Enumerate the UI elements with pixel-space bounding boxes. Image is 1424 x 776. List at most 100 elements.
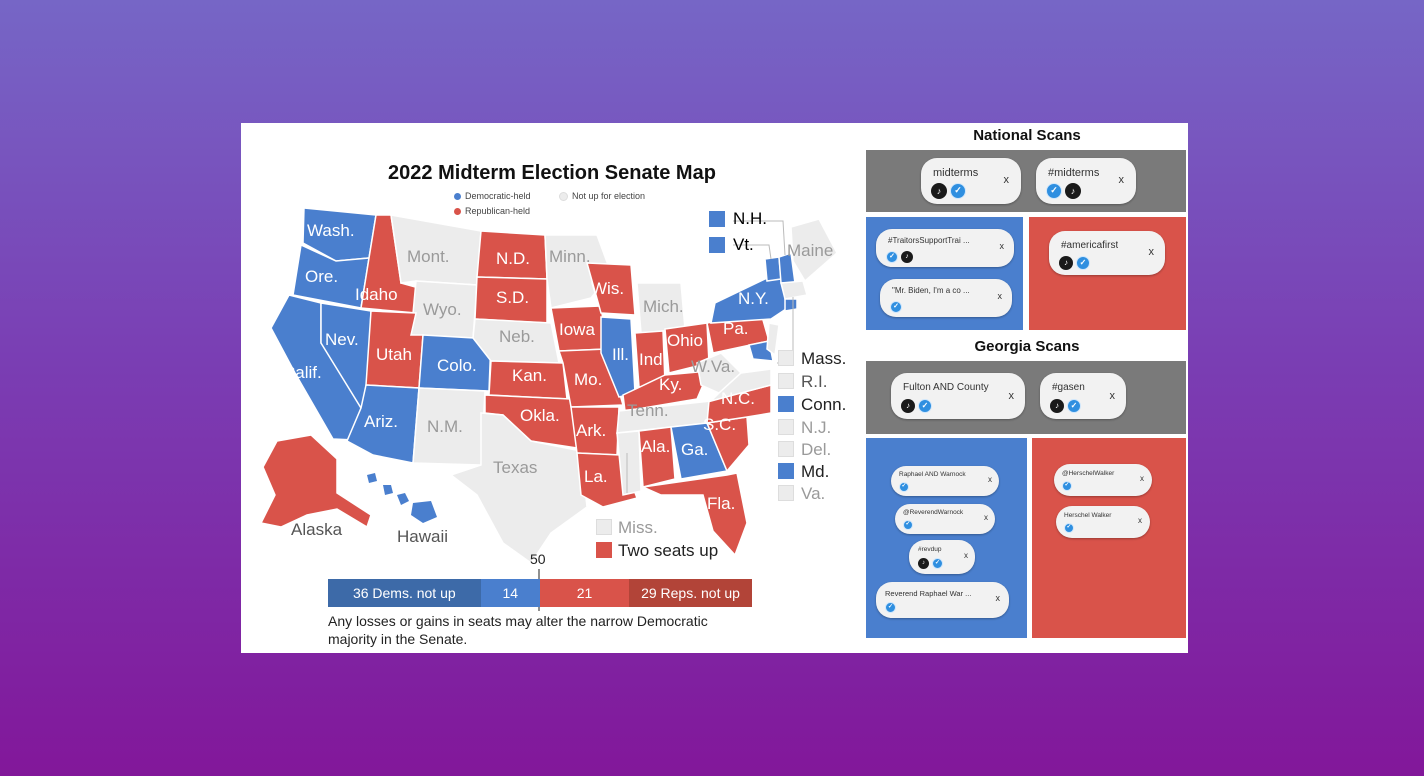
tiktok-icon: ♪ — [931, 183, 947, 199]
state-label-fla: Fla. — [707, 494, 736, 513]
state-label-nm: N.M. — [427, 417, 463, 436]
scan-chip-fulton[interactable]: Fulton AND County ♪ ✓ x — [891, 373, 1025, 419]
state-label-ill: Ill. — [612, 345, 629, 364]
scan-chip-text: @ReverendWarnock — [903, 509, 964, 516]
us-senate-map — [259, 207, 838, 611]
state-label-mo: Mo. — [574, 370, 603, 389]
remove-icon[interactable]: x — [997, 291, 1003, 301]
state-label-ohio: Ohio — [667, 331, 703, 350]
scan-chip-reverend-raphael[interactable]: Reverend Raphael War ... ✓ x — [876, 582, 1009, 618]
state-shape-hawaii-1 — [367, 473, 377, 483]
state-shape-va — [708, 368, 772, 403]
scan-chip-text: midterms — [933, 167, 979, 179]
scan-chip-icons: ♪ ✓ — [1059, 256, 1090, 270]
scan-chip-americafirst[interactable]: #americafirst ♪ ✓ x — [1049, 231, 1165, 275]
scan-chip-herschel-walker[interactable]: Herschel Walker ✓ x — [1056, 506, 1150, 538]
scan-chip-icons: ✓ — [890, 301, 902, 313]
scan-chip-text: #midterms — [1048, 167, 1100, 179]
scan-chip-icons: ✓ — [1062, 481, 1072, 491]
callout-swatch-va — [778, 485, 794, 501]
state-label-ind: Ind. — [639, 350, 668, 369]
state-label-neb: Neb. — [499, 327, 535, 346]
seat-bar-segment: 36 Dems. not up — [328, 579, 481, 607]
state-shape-hawaii-3 — [397, 493, 409, 505]
remove-icon[interactable]: x — [984, 513, 988, 522]
state-label-iowa: Iowa — [559, 320, 595, 339]
scan-chip-raphael-warnock[interactable]: Raphael AND Warnock ✓ x — [891, 466, 999, 496]
twitter-icon: ✓ — [899, 482, 909, 492]
state-shape-wis — [585, 262, 636, 316]
remove-icon[interactable]: x — [988, 475, 992, 484]
seat-bar-segment: 21 — [540, 579, 630, 607]
remove-icon[interactable]: x — [1140, 474, 1144, 483]
scan-chip-herschelwalker-handle[interactable]: @HerschelWalker ✓ x — [1054, 464, 1152, 496]
state-label-minn: Minn. — [549, 247, 591, 266]
national-dem-panel: #TraitorsSupportTrai ... ✓ ♪ x "Mr. Bide… — [866, 217, 1023, 330]
state-label-nd: N.D. — [496, 249, 530, 268]
remove-icon[interactable]: x — [1008, 390, 1015, 402]
callout-swatch-vt — [709, 237, 725, 253]
remove-icon[interactable]: x — [999, 241, 1005, 251]
tiktok-icon: ♪ — [901, 399, 915, 413]
scan-chip-gasen[interactable]: #gasen ♪ ✓ x — [1040, 373, 1126, 419]
scan-chip-text: Fulton AND County — [903, 382, 989, 393]
tiktok-icon: ♪ — [918, 558, 929, 569]
tiktok-icon: ♪ — [1059, 256, 1073, 270]
state-shape-maine — [790, 218, 838, 283]
state-label-la: La. — [584, 467, 608, 486]
legend-swatch-two-seats — [596, 542, 612, 558]
state-label-wyo: Wyo. — [423, 300, 462, 319]
state-label-nev: Nev. — [325, 330, 359, 349]
scan-chip-mr-biden[interactable]: "Mr. Biden, I'm a co ... ✓ x — [880, 279, 1012, 317]
scan-chip-text: Herschel Walker — [1064, 512, 1112, 519]
legend-not-up: Not up for election — [559, 191, 645, 202]
remove-icon[interactable]: x — [1148, 246, 1155, 258]
twitter-icon: ✓ — [1064, 523, 1074, 533]
scan-chip-icons: ✓ — [885, 602, 896, 613]
twitter-icon: ✓ — [885, 602, 896, 613]
scan-chip-icons: ✓ ♪ — [1046, 183, 1081, 199]
national-scans-title: National Scans — [973, 127, 1081, 144]
georgia-scans-title: Georgia Scans — [974, 338, 1080, 355]
scan-chip-icons: ♪ ✓ — [1050, 399, 1081, 413]
remove-icon[interactable]: x — [964, 551, 968, 560]
scan-chip-text: Raphael AND Warnock — [899, 471, 966, 478]
twitter-icon: ✓ — [932, 558, 943, 569]
callout-label-del: Del. — [801, 440, 832, 459]
remove-icon[interactable]: x — [1118, 174, 1125, 186]
tiktok-icon: ♪ — [1065, 183, 1081, 199]
remove-icon[interactable]: x — [1109, 390, 1116, 402]
scan-chip-hash-midterms[interactable]: #midterms ✓ ♪ x — [1036, 158, 1136, 204]
scan-chip-traitors[interactable]: #TraitorsSupportTrai ... ✓ ♪ x — [876, 229, 1014, 267]
callout-label-nj: N.J. — [801, 418, 832, 437]
legend-swatch-miss — [596, 519, 612, 535]
state-shape-alaska — [259, 434, 372, 529]
callout-label-mass: Mass. — [801, 349, 847, 368]
state-label-utah: Utah — [376, 345, 412, 364]
state-label-kan: Kan. — [512, 366, 547, 385]
scan-chip-icons: ✓ ♪ — [886, 251, 913, 263]
screenshot-card: 2022 Midterm Election Senate Map Democra… — [241, 123, 1188, 653]
state-label-texas: Texas — [493, 458, 538, 477]
twitter-icon: ✓ — [903, 520, 913, 530]
scan-chip-reverendwarnock[interactable]: @ReverendWarnock ✓ x — [895, 504, 995, 534]
remove-icon[interactable]: x — [1138, 516, 1142, 525]
state-label-colo: Colo. — [437, 356, 477, 375]
callout-label-vt: Vt. — [733, 235, 754, 254]
scan-chip-midterms[interactable]: midterms ♪ ✓ x — [921, 158, 1021, 204]
state-shape-hawaii-2 — [383, 485, 393, 495]
tiktok-icon: ♪ — [901, 251, 913, 263]
twitter-icon: ✓ — [1046, 183, 1062, 199]
state-shape-fla — [640, 472, 748, 557]
scan-chip-icons: ✓ — [903, 520, 913, 530]
callout-line-nh — [733, 220, 786, 256]
state-shapes — [259, 207, 838, 565]
map-note: Any losses or gains in seats may alter t… — [328, 613, 708, 647]
state-label-ariz: Ariz. — [364, 412, 398, 431]
state-label-pa: Pa. — [723, 319, 749, 338]
scan-chip-text: "Mr. Biden, I'm a co ... — [892, 286, 970, 295]
seat-bar-segment: 14 — [480, 579, 540, 607]
scan-chip-revdup[interactable]: #revdup ♪ ✓ x — [909, 540, 975, 574]
remove-icon[interactable]: x — [1003, 174, 1010, 186]
remove-icon[interactable]: x — [995, 593, 1001, 603]
